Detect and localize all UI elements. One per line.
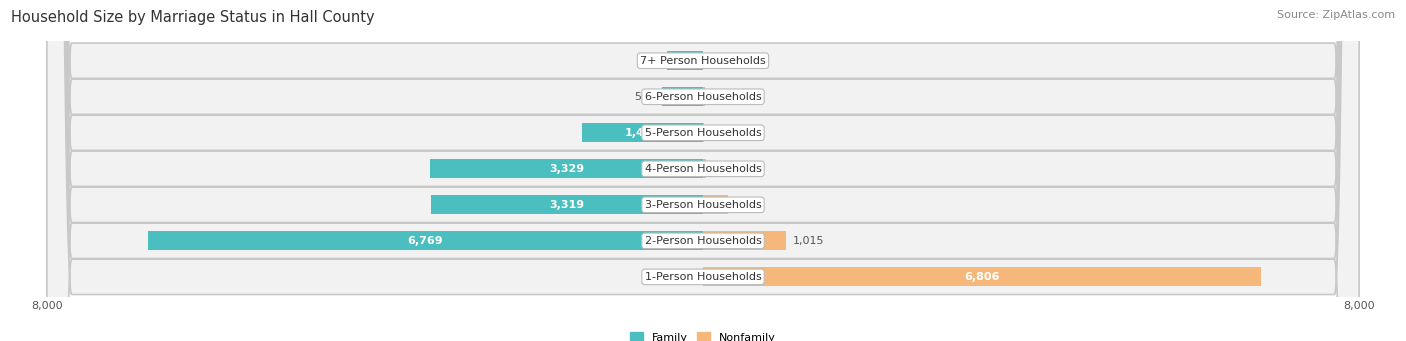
Bar — [666, 51, 703, 70]
Text: Household Size by Marriage Status in Hall County: Household Size by Marriage Status in Hal… — [11, 10, 375, 25]
Text: 308: 308 — [735, 200, 756, 210]
Bar — [148, 232, 703, 250]
Text: 0: 0 — [710, 56, 717, 66]
Text: 1,475: 1,475 — [624, 128, 661, 138]
Bar — [582, 123, 703, 142]
FancyBboxPatch shape — [46, 0, 1360, 341]
Text: 21: 21 — [711, 92, 725, 102]
FancyBboxPatch shape — [46, 0, 1360, 341]
Text: 2-Person Households: 2-Person Households — [644, 236, 762, 246]
Legend: Family, Nonfamily: Family, Nonfamily — [626, 328, 780, 341]
FancyBboxPatch shape — [46, 0, 1360, 341]
Text: 5-Person Households: 5-Person Households — [644, 128, 762, 138]
Text: 7+ Person Households: 7+ Person Households — [640, 56, 766, 66]
Bar — [662, 87, 703, 106]
Text: 505: 505 — [634, 92, 655, 102]
Bar — [430, 160, 703, 178]
Bar — [703, 160, 706, 178]
Text: 31: 31 — [711, 164, 725, 174]
Bar — [703, 195, 728, 214]
Bar — [703, 267, 1261, 286]
Text: 3,319: 3,319 — [550, 200, 585, 210]
Text: 6,769: 6,769 — [408, 236, 443, 246]
Text: 3-Person Households: 3-Person Households — [644, 200, 762, 210]
Text: 9: 9 — [710, 128, 717, 138]
Text: 1-Person Households: 1-Person Households — [644, 272, 762, 282]
Text: 1,015: 1,015 — [793, 236, 824, 246]
Text: 3,329: 3,329 — [548, 164, 583, 174]
Text: 6,806: 6,806 — [965, 272, 1000, 282]
Bar — [430, 195, 703, 214]
Text: 4-Person Households: 4-Person Households — [644, 164, 762, 174]
Bar — [703, 87, 704, 106]
FancyBboxPatch shape — [46, 0, 1360, 341]
Text: 439: 439 — [640, 56, 661, 66]
Text: 6-Person Households: 6-Person Households — [644, 92, 762, 102]
FancyBboxPatch shape — [46, 0, 1360, 341]
FancyBboxPatch shape — [46, 0, 1360, 341]
FancyBboxPatch shape — [46, 0, 1360, 341]
Text: Source: ZipAtlas.com: Source: ZipAtlas.com — [1277, 10, 1395, 20]
Bar — [703, 232, 786, 250]
